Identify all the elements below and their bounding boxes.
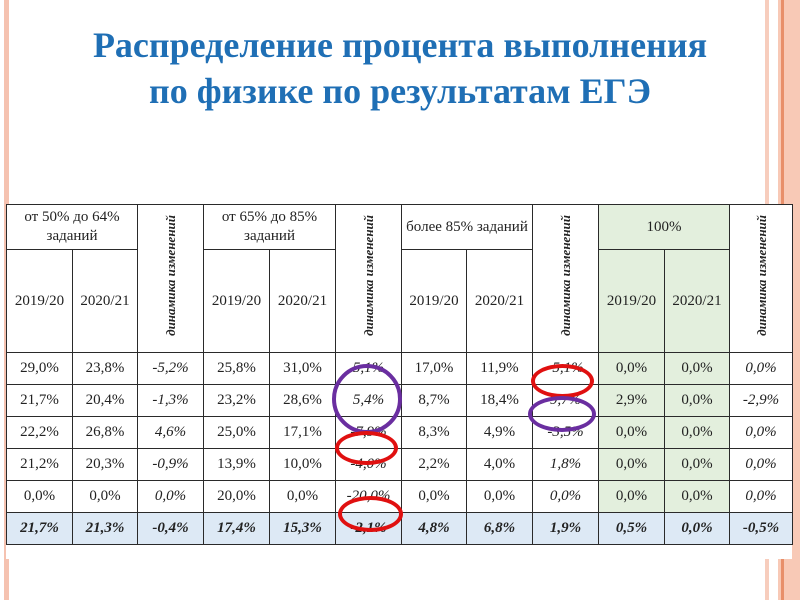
- total-row: 21,7% 21,3% -0,4% 17,4% 15,3% -2,1% 4,8% 6,8%…: [6, 512, 793, 545]
- table-row: 29,0% 23,8% -5,2% 25,8% 31,0% 5,1% 17,0% 11,9…: [6, 352, 793, 385]
- year-header: 2020/21: [269, 249, 336, 353]
- slide-title: Распределение процента выполнения по физ…: [0, 22, 800, 114]
- dynamics-header: динамика изменений: [137, 204, 204, 353]
- results-table: от 50% до 64% заданий динамика изменений…: [6, 204, 793, 545]
- table-row: 21,2% 20,3% -0,9% 13,9% 10,0% -4,0% 2,2% 4,0%…: [6, 448, 793, 481]
- year-header: 2019/20: [6, 249, 73, 353]
- year-header: 2019/20: [203, 249, 270, 353]
- year-header: 2020/21: [664, 249, 730, 353]
- table-row: 22,2% 26,8% 4,6% 25,0% 17,1% -7,9% 8,3% 4,9% -…: [6, 416, 793, 449]
- results-table-container: от 50% до 64% заданий динамика изменений…: [6, 204, 793, 559]
- title-line-2: по физике по результатам ЕГЭ: [148, 71, 651, 111]
- group-header: 100%: [598, 204, 730, 250]
- year-header: 2019/20: [598, 249, 665, 353]
- group-header: более 85% заданий: [401, 204, 533, 250]
- year-header: 2020/21: [466, 249, 533, 353]
- dynamics-header: динамика изменений: [335, 204, 402, 353]
- header-row-years: 2019/20 2020/21 2019/20 2020/21 2019/20 …: [6, 249, 793, 353]
- table-row: 0,0% 0,0% 0,0% 20,0% 0,0% -20,0% 0,0% 0,0% 0,0…: [6, 480, 793, 513]
- title-line-1: Распределение процента выполнения: [92, 25, 708, 65]
- year-header: 2019/20: [401, 249, 467, 353]
- dynamics-header: динамика изменений: [532, 204, 599, 353]
- group-header: от 65% до 85% заданий: [203, 204, 336, 250]
- dynamics-header: динамика изменений: [729, 204, 793, 353]
- table-row: 21,7% 20,4% -1,3% 23,2% 28,6% 5,4% 8,7% 18,4%…: [6, 384, 793, 417]
- header-row-groups: от 50% до 64% заданий динамика изменений…: [6, 204, 793, 353]
- year-header: 2020/21: [72, 249, 138, 353]
- group-header: от 50% до 64% заданий: [6, 204, 138, 250]
